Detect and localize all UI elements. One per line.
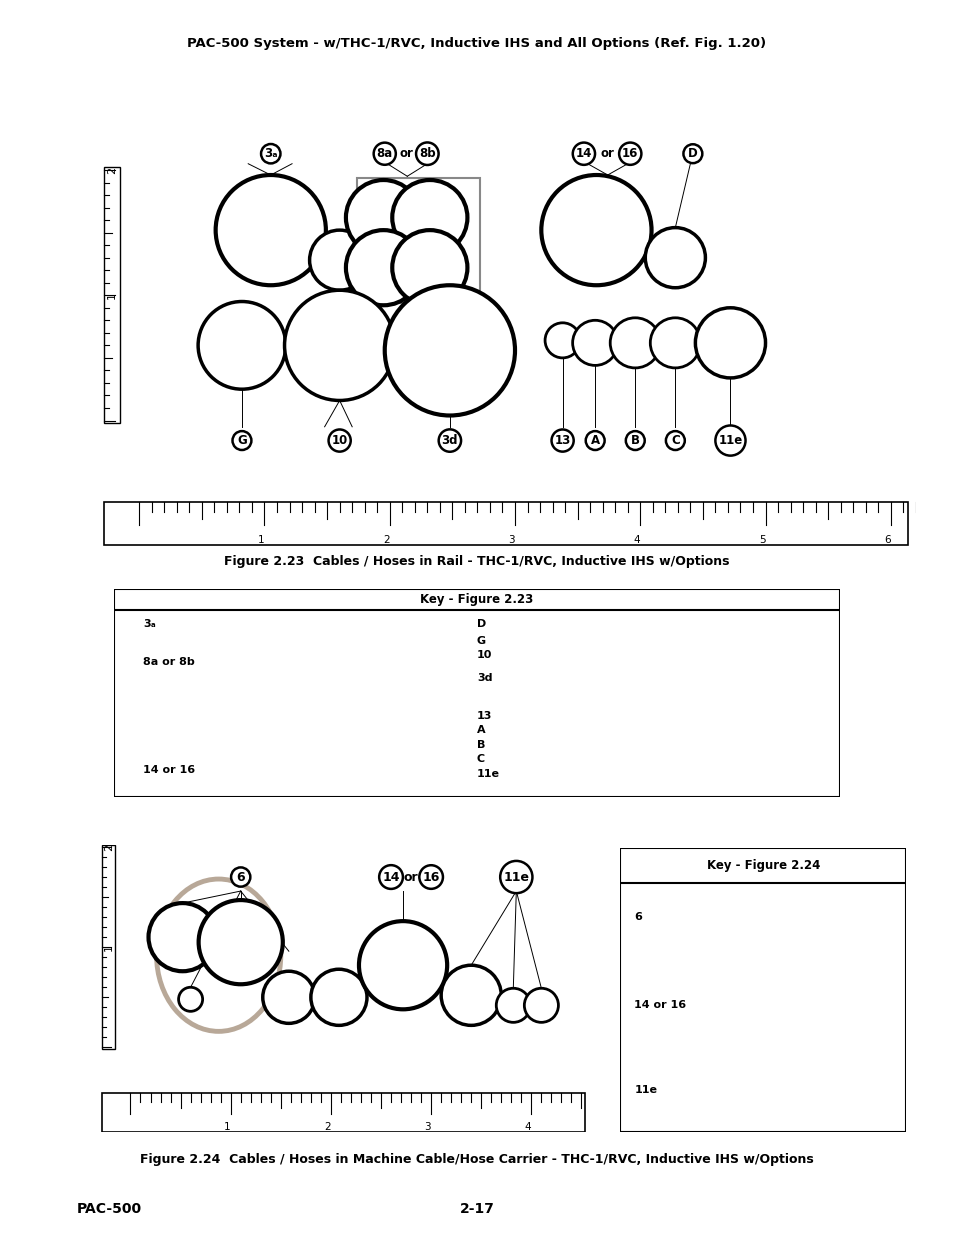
Text: 3ₐ: 3ₐ — [143, 620, 156, 630]
Text: A: A — [590, 433, 599, 447]
Text: 2: 2 — [107, 167, 117, 174]
Text: 4: 4 — [633, 535, 639, 545]
Circle shape — [310, 230, 370, 290]
Text: 4: 4 — [524, 1121, 531, 1131]
Text: 3d: 3d — [476, 673, 492, 683]
Text: 1: 1 — [104, 944, 113, 951]
Text: Key - Figure 2.23: Key - Figure 2.23 — [420, 593, 533, 606]
Circle shape — [149, 903, 216, 971]
Text: 10: 10 — [332, 433, 348, 447]
Circle shape — [346, 230, 420, 305]
Circle shape — [178, 987, 202, 1011]
Text: 11e: 11e — [476, 768, 499, 779]
Circle shape — [384, 285, 515, 415]
Text: 14 or 16: 14 or 16 — [634, 999, 686, 1010]
Text: D: D — [476, 620, 486, 630]
Text: 8a or 8b: 8a or 8b — [143, 657, 195, 667]
Text: A: A — [476, 725, 485, 735]
Circle shape — [544, 322, 579, 358]
Bar — [104, 168, 120, 424]
Bar — [102, 845, 115, 1050]
Text: 6: 6 — [634, 911, 641, 921]
Text: 16: 16 — [621, 147, 638, 161]
Text: 13: 13 — [554, 433, 570, 447]
Text: 6: 6 — [236, 871, 245, 883]
Circle shape — [572, 320, 618, 366]
Text: G: G — [476, 636, 486, 646]
Text: PAC-500 System - w/THC-1/RVC, Inductive IHS and All Options (Ref. Fig. 1.20): PAC-500 System - w/THC-1/RVC, Inductive … — [187, 37, 766, 51]
Circle shape — [695, 308, 764, 378]
Text: 13: 13 — [476, 710, 492, 721]
Text: 5: 5 — [758, 535, 764, 545]
Text: 6: 6 — [883, 535, 890, 545]
Text: or: or — [600, 147, 614, 161]
Circle shape — [392, 180, 467, 256]
Text: 1: 1 — [257, 535, 264, 545]
Text: C: C — [670, 433, 679, 447]
Circle shape — [524, 988, 558, 1023]
Text: B: B — [630, 433, 639, 447]
Text: B: B — [476, 740, 485, 750]
Circle shape — [198, 301, 286, 389]
Text: 16: 16 — [422, 871, 439, 883]
Circle shape — [284, 290, 395, 400]
Text: 11e: 11e — [503, 871, 529, 883]
Circle shape — [540, 175, 651, 285]
Text: 14 or 16: 14 or 16 — [143, 764, 195, 774]
Text: 14: 14 — [575, 147, 592, 161]
Text: 3: 3 — [508, 535, 515, 545]
Circle shape — [198, 900, 282, 984]
Text: 14: 14 — [382, 871, 399, 883]
Circle shape — [610, 317, 659, 368]
Text: Figure 2.23  Cables / Hoses in Rail - THC-1/RVC, Inductive IHS w/Options: Figure 2.23 Cables / Hoses in Rail - THC… — [224, 556, 729, 568]
Text: 3ₐ: 3ₐ — [264, 147, 277, 161]
Text: D: D — [687, 147, 697, 161]
Text: Key - Figure 2.24: Key - Figure 2.24 — [706, 860, 819, 872]
Text: 10: 10 — [476, 651, 492, 661]
Bar — [356, 178, 479, 303]
Circle shape — [644, 227, 704, 288]
Text: 3: 3 — [424, 1121, 431, 1131]
Circle shape — [496, 988, 530, 1023]
Text: or: or — [403, 871, 418, 883]
Text: C: C — [476, 755, 485, 764]
Circle shape — [346, 180, 420, 256]
Text: Figure 2.24  Cables / Hoses in Machine Cable/Hose Carrier - THC-1/RVC, Inductive: Figure 2.24 Cables / Hoses in Machine Ca… — [140, 1153, 813, 1166]
Text: 8a: 8a — [376, 147, 393, 161]
Text: 2: 2 — [324, 1121, 331, 1131]
Circle shape — [392, 230, 467, 305]
Circle shape — [650, 317, 700, 368]
Circle shape — [358, 921, 447, 1009]
Text: 2-17: 2-17 — [459, 1202, 494, 1216]
Text: 3d: 3d — [441, 433, 457, 447]
Circle shape — [215, 175, 326, 285]
Circle shape — [311, 969, 367, 1025]
Text: 2: 2 — [104, 844, 113, 851]
Text: or: or — [398, 147, 413, 161]
Text: 8b: 8b — [418, 147, 436, 161]
Text: 11e: 11e — [634, 1084, 657, 1095]
Text: 1: 1 — [107, 291, 117, 299]
Text: 11e: 11e — [718, 433, 741, 447]
Circle shape — [262, 971, 314, 1024]
Text: 1: 1 — [224, 1121, 231, 1131]
Text: PAC-500: PAC-500 — [76, 1202, 141, 1216]
Circle shape — [440, 966, 500, 1025]
Text: G: G — [237, 433, 247, 447]
Text: 2: 2 — [383, 535, 390, 545]
